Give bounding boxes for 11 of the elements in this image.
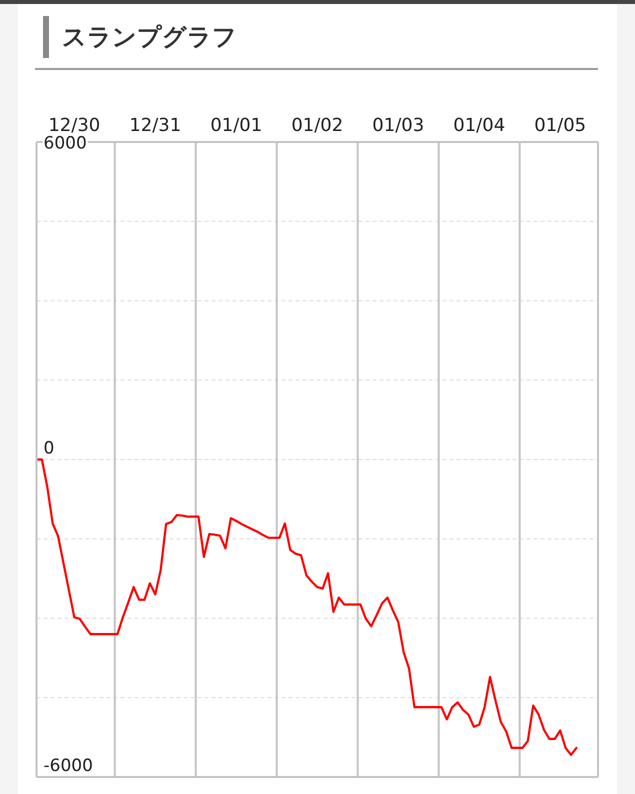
x-tick-label: 01/02 (291, 115, 344, 136)
y-tick-label: -6000 (44, 756, 93, 776)
y-tick-label: 6000 (44, 134, 87, 154)
x-tick-label: 01/03 (372, 115, 424, 136)
x-tick-label: 01/05 (534, 115, 586, 136)
x-tick-label: 01/04 (453, 115, 506, 136)
x-tick-label: 12/31 (129, 115, 182, 136)
x-tick-label: 12/30 (48, 115, 100, 136)
chart-title: スランプグラフ (43, 16, 237, 58)
y-tick-label: 0 (44, 438, 54, 458)
x-tick-label: 01/01 (210, 115, 262, 136)
